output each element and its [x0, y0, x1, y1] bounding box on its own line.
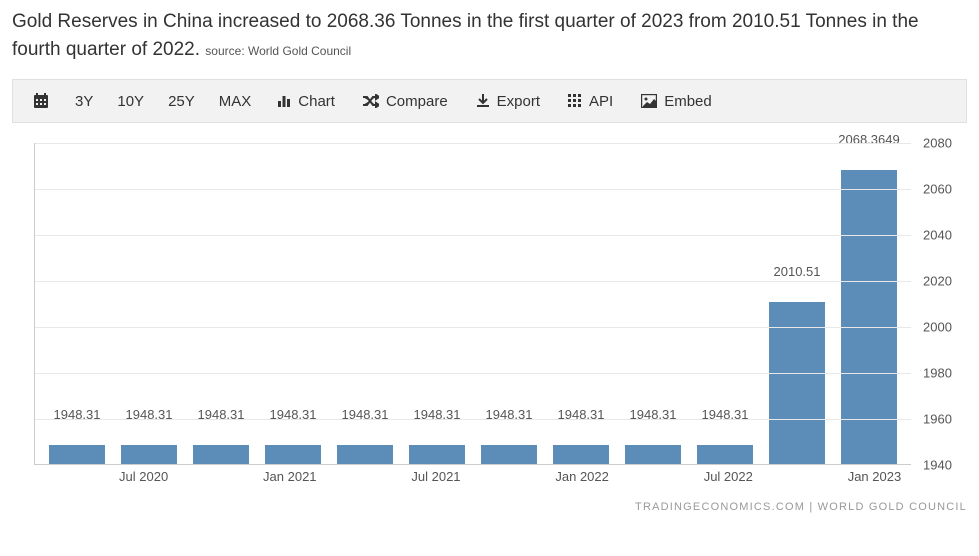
grid-line	[35, 189, 911, 190]
bar-slot: 1948.31	[185, 143, 257, 464]
bar-value-label: 1948.31	[630, 407, 677, 426]
grid-icon	[568, 94, 582, 108]
y-tick-label: 2040	[915, 228, 967, 243]
description-text: Gold Reserves in China increased to 2068…	[12, 8, 967, 63]
bar-value-label: 1948.31	[54, 407, 101, 426]
range-10y[interactable]: 10Y	[105, 93, 156, 110]
bar[interactable]	[625, 445, 681, 464]
bar-slot: 1948.31	[545, 143, 617, 464]
calendar-button[interactable]	[19, 80, 63, 122]
y-tick-label: 2000	[915, 320, 967, 335]
compare-label: Compare	[386, 93, 448, 110]
bar-slot: 1948.31	[329, 143, 401, 464]
bar-value-label: 1948.31	[126, 407, 173, 426]
grid-line	[35, 281, 911, 282]
grid-line	[35, 235, 911, 236]
bar[interactable]	[121, 445, 177, 464]
bar-slot: 1948.31	[689, 143, 761, 464]
export-label: Export	[497, 93, 540, 110]
y-tick-label: 2080	[915, 136, 967, 151]
y-tick-label: 2020	[915, 274, 967, 289]
chart-button[interactable]: Chart	[263, 80, 349, 122]
bar-value-label: 2068.3649	[838, 132, 899, 151]
y-tick-label: 1960	[915, 412, 967, 427]
x-tick-label: Jan 2023	[848, 469, 902, 484]
chart-label: Chart	[298, 93, 335, 110]
shuffle-icon	[363, 94, 379, 108]
grid-line	[35, 373, 911, 374]
bar-value-label: 1948.31	[270, 407, 317, 426]
x-tick-label: Jan 2021	[263, 469, 317, 484]
embed-label: Embed	[664, 93, 712, 110]
bar-slot: 1948.31	[473, 143, 545, 464]
bar-value-label: 1948.31	[558, 407, 605, 426]
download-icon	[476, 94, 490, 108]
calendar-icon	[33, 93, 49, 109]
bar-slot: 1948.31	[113, 143, 185, 464]
y-tick-label: 1980	[915, 366, 967, 381]
grid-line	[35, 419, 911, 420]
bar-value-label: 1948.31	[486, 407, 533, 426]
bar-slot: 1948.31	[41, 143, 113, 464]
grid-line	[35, 143, 911, 144]
bar[interactable]	[265, 445, 321, 464]
bar[interactable]	[193, 445, 249, 464]
y-tick-label: 1940	[915, 458, 967, 473]
range-max[interactable]: MAX	[207, 93, 264, 110]
bar-value-label: 1948.31	[342, 407, 389, 426]
bar-slot: 1948.31	[401, 143, 473, 464]
bar[interactable]	[337, 445, 393, 464]
chart-plot-area: 1948.31 1948.31 1948.31 1948.31 1948.31 1948.…	[34, 143, 911, 465]
x-tick-label: Jan 2022	[555, 469, 609, 484]
bar[interactable]	[553, 445, 609, 464]
bar-slot: 2010.51	[761, 143, 833, 464]
bar-value-label: 1948.31	[702, 407, 749, 426]
chart-container: 1948.31 1948.31 1948.31 1948.31 1948.31 1948.…	[12, 133, 967, 513]
range-3y[interactable]: 3Y	[63, 93, 105, 110]
embed-button[interactable]: Embed	[627, 80, 726, 122]
bar-chart-icon	[277, 94, 291, 108]
source-label: source: World Gold Council	[205, 44, 351, 58]
bar-value-label: 1948.31	[198, 407, 245, 426]
compare-button[interactable]: Compare	[349, 80, 462, 122]
grid-line	[35, 327, 911, 328]
description-main: Gold Reserves in China increased to 2068…	[12, 11, 919, 60]
chart-attribution: TRADINGECONOMICS.COM | WORLD GOLD COUNCI…	[635, 501, 967, 513]
api-label: API	[589, 93, 613, 110]
x-axis: Jul 2020 Jan 2021 Jul 2021 Jan 2022 Jul 2022…	[34, 469, 911, 489]
bar[interactable]	[697, 445, 753, 464]
y-tick-label: 2060	[915, 182, 967, 197]
bars-group: 1948.31 1948.31 1948.31 1948.31 1948.31 1948.…	[35, 143, 911, 464]
bar[interactable]	[49, 445, 105, 464]
bar-value-label: 1948.31	[414, 407, 461, 426]
image-icon	[641, 94, 657, 108]
chart-toolbar: 3Y 10Y 25Y MAX Chart Compare Export API …	[12, 79, 967, 123]
bar-slot: 2068.3649	[833, 143, 905, 464]
x-tick-label: Jul 2020	[119, 469, 168, 484]
range-25y[interactable]: 25Y	[156, 93, 207, 110]
bar-slot: 1948.31	[257, 143, 329, 464]
bar-slot: 1948.31	[617, 143, 689, 464]
x-tick-label: Jul 2022	[704, 469, 753, 484]
export-button[interactable]: Export	[462, 80, 554, 122]
x-tick-label: Jul 2021	[411, 469, 460, 484]
bar[interactable]	[481, 445, 537, 464]
api-button[interactable]: API	[554, 80, 627, 122]
bar[interactable]	[409, 445, 465, 464]
